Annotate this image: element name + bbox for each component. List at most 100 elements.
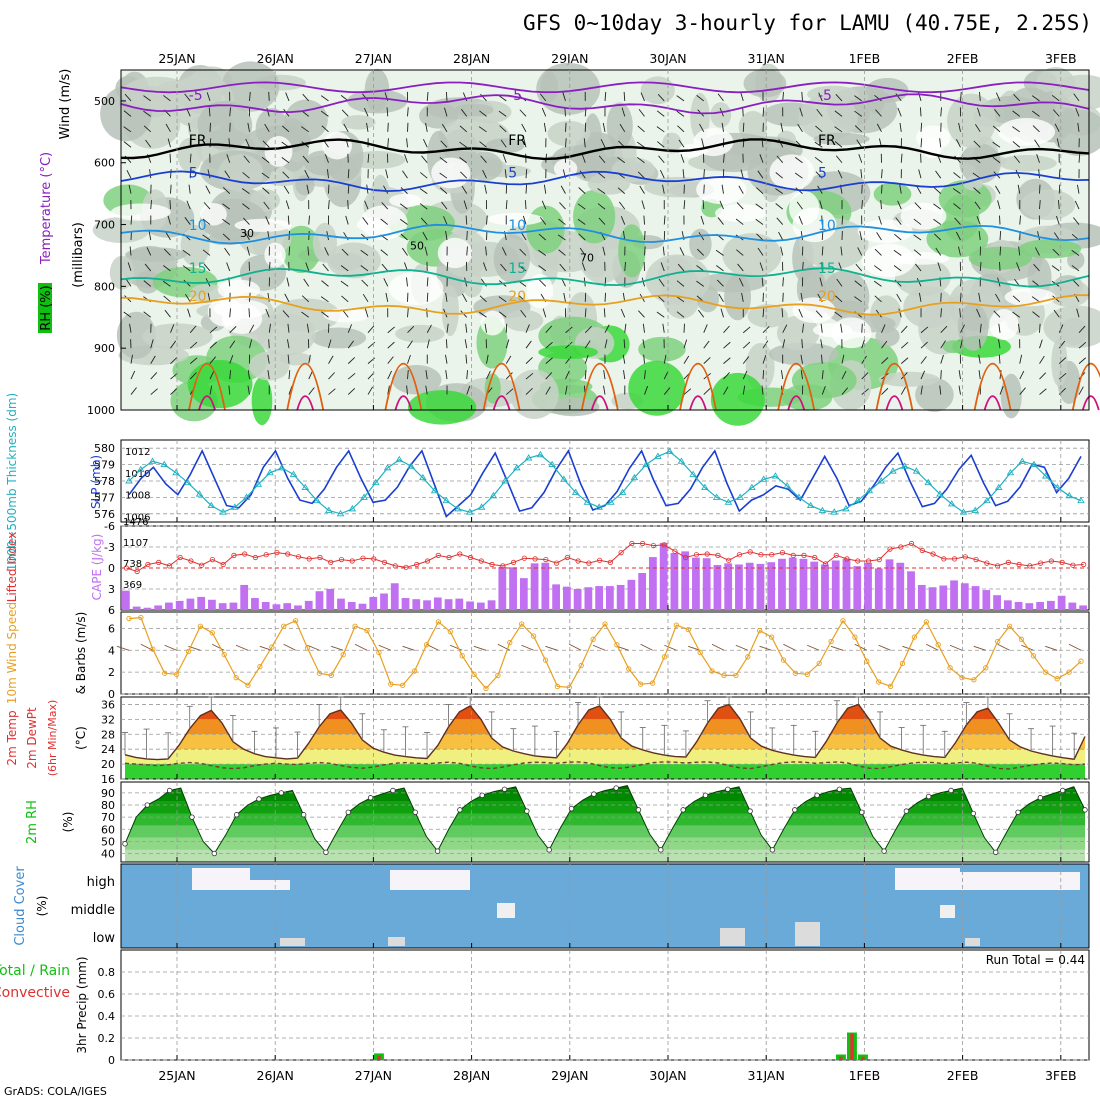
li-point: [467, 554, 474, 561]
wind-barb: [1051, 265, 1060, 272]
contour-cell: [1071, 362, 1100, 411]
thickness-point: [1065, 491, 1074, 499]
wind-barb: [1053, 309, 1060, 318]
bottom-date-2FEB: 2FEB: [947, 1068, 979, 1083]
wind-barb: [364, 308, 369, 318]
cape-bar: [573, 588, 582, 610]
wind-barb: [1076, 184, 1080, 194]
contour-cell: [286, 362, 325, 411]
cape-bar: [175, 600, 184, 610]
cape-bar: [541, 562, 550, 610]
rh-point: [412, 809, 418, 816]
contour-cell-inner: [689, 395, 707, 411]
wind-barb: [243, 155, 250, 164]
wind-barb: [900, 325, 908, 334]
cloud-low-block: [280, 938, 305, 946]
wind-barb: [243, 217, 250, 225]
wind-barb: [347, 388, 356, 395]
wind-barb: [742, 122, 745, 132]
wind-barb: [1058, 324, 1064, 333]
wind-barb: [340, 280, 349, 287]
wind-barb: [381, 202, 389, 210]
wind-barb: [129, 246, 132, 256]
wind-barb: [459, 141, 468, 148]
wind-barb: [756, 187, 764, 194]
wind-barb: [736, 249, 744, 256]
wind-barb: [387, 356, 394, 364]
wind10m-point: [1030, 653, 1037, 659]
rh-cell: [1047, 279, 1090, 308]
wind-barb: [1012, 126, 1021, 133]
cape-bar: [519, 578, 528, 610]
wind-barb: [249, 339, 253, 349]
rh-cell: [1020, 189, 1076, 220]
thickness-point: [912, 467, 921, 474]
wind-barb: [1037, 231, 1040, 241]
wind-barb: [913, 234, 922, 241]
rh-point: [323, 849, 329, 856]
rh-cell: [926, 220, 989, 258]
wind10m-barb: [1068, 643, 1082, 651]
wind-barb: [677, 125, 685, 133]
wind-barb: [920, 356, 927, 364]
wind-barb: [266, 107, 270, 117]
rh-cell: [116, 311, 156, 359]
wind-barb: [308, 387, 315, 395]
cloud-low-block: [965, 938, 980, 946]
rh-line: [124, 785, 1086, 855]
wind-barb: [893, 249, 902, 256]
temp-ytick-label: 16: [101, 773, 115, 786]
wind-barb: [1015, 169, 1021, 179]
wind-barb: [170, 184, 172, 194]
wind-barb: [898, 308, 902, 318]
wind-barb: [920, 341, 928, 349]
cape-ytick-label: 1107: [123, 538, 148, 549]
contour-label: 10: [818, 218, 836, 234]
wind-barb: [262, 187, 270, 194]
wind-barb: [167, 215, 171, 225]
wind-barb: [150, 388, 158, 395]
wind-barb: [464, 339, 468, 349]
temp-ytick-label: 20: [101, 758, 115, 771]
thickness-point: [536, 450, 545, 458]
wind-barb: [742, 356, 750, 364]
wind-barb: [525, 340, 532, 349]
wind-barb: [816, 108, 823, 117]
cape-bar: [681, 551, 690, 610]
thickness-point: [301, 483, 310, 491]
li-point: [285, 551, 291, 557]
wind-barb: [387, 122, 389, 132]
wind-barb: [498, 311, 507, 318]
wind-barb: [1058, 169, 1061, 179]
wind-barb: [1033, 263, 1040, 272]
wind-barb: [701, 138, 705, 148]
wind-barb: [663, 354, 667, 364]
wind-barb: [146, 247, 152, 256]
wind-barb: [123, 141, 132, 148]
rh-point: [524, 808, 530, 814]
wind-barb: [637, 156, 645, 164]
li-point: [704, 551, 710, 557]
wind-barb: [703, 184, 705, 194]
wind-barb: [301, 311, 310, 318]
wind-barb: [328, 339, 332, 349]
wind-barb: [1012, 141, 1021, 148]
wind-barb: [203, 263, 211, 272]
wind-barb: [287, 323, 290, 333]
wind-barb: [876, 232, 882, 241]
li-point: [1027, 563, 1033, 569]
cape-bar: [154, 605, 163, 610]
li-point: [607, 559, 613, 566]
wind-barb: [861, 323, 863, 333]
li-point: [199, 562, 205, 568]
wind10m-barb: [307, 644, 320, 651]
cloud-high-block: [895, 868, 960, 890]
thick-ytick-label: 578: [94, 475, 115, 488]
wind-barb: [385, 292, 389, 302]
wind-barb: [505, 372, 513, 380]
rh-cell: [690, 92, 710, 141]
wind-barb: [364, 200, 369, 210]
cape-bar: [896, 562, 905, 610]
wind10m-barb: [783, 643, 796, 651]
wind-barb: [347, 169, 350, 179]
